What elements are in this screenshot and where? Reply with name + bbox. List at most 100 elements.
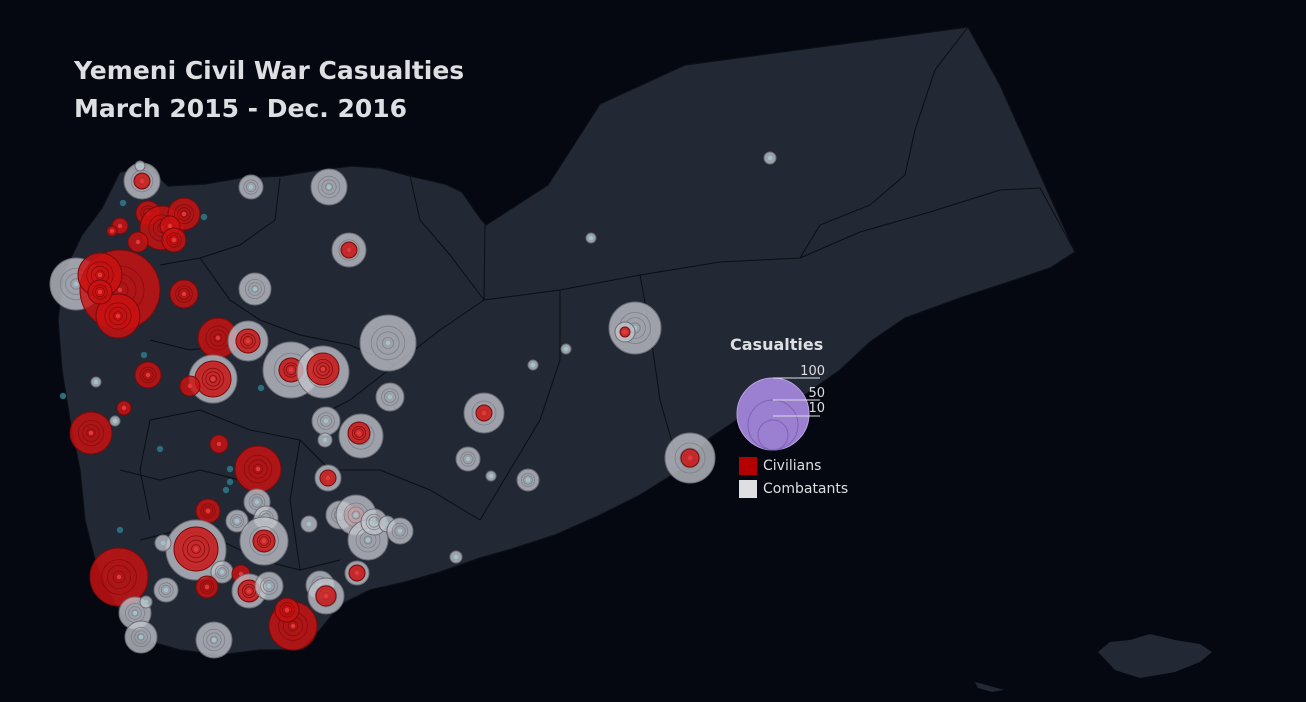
- bubble-ring: [175, 285, 193, 303]
- bubble-ring: [244, 278, 265, 299]
- bubble-center-dot: [288, 367, 294, 373]
- bubble-ring: [383, 390, 396, 403]
- bubble-ring: [158, 582, 174, 598]
- bubble-center-dot: [525, 477, 531, 483]
- bubble-ring: [199, 580, 214, 595]
- bubble-center-dot: [132, 610, 138, 616]
- bubble-center-dot: [306, 521, 312, 527]
- bubble-ring: [249, 526, 279, 556]
- location-dot: [200, 213, 208, 221]
- legend-label-combatants: Combatants: [763, 481, 849, 497]
- bubble-ring: [173, 203, 194, 224]
- bubble-center-dot: [73, 281, 79, 287]
- map-title: Yemeni Civil War Casualties March 2015 -…: [74, 52, 464, 128]
- location-dot: [59, 392, 67, 400]
- legend-item-civilians[interactable]: Civilians: [739, 457, 821, 475]
- bubble-center-dot: [205, 508, 211, 514]
- bubble-center-dot: [117, 223, 123, 229]
- bubble-ring: [259, 536, 269, 546]
- bubble-center-dot: [325, 475, 331, 481]
- location-dot: [156, 445, 164, 453]
- location-dot: [116, 526, 124, 534]
- bubble-center-dot: [181, 291, 187, 297]
- bubble-ring: [245, 181, 257, 193]
- bubble-ring: [319, 365, 327, 373]
- governorate-borders: [119, 26, 1076, 571]
- combatants-swatch: [739, 480, 757, 498]
- bubble-center-dot: [326, 184, 332, 190]
- bubble-center-dot: [93, 379, 99, 385]
- bubble-center-dot: [216, 441, 222, 447]
- bubble-ring: [214, 565, 229, 580]
- bubble-center-dot: [397, 528, 403, 534]
- bubble-ring: [317, 175, 341, 199]
- bubble-ring: [256, 534, 271, 549]
- bubble-ring: [285, 364, 297, 376]
- bubble-ring: [260, 577, 278, 595]
- legend-item-combatants[interactable]: Combatants: [739, 480, 848, 498]
- civilians-swatch: [739, 457, 757, 475]
- legend-title: Casualties: [730, 335, 824, 354]
- bubble-center-dot: [143, 599, 149, 605]
- bubble-center-dot: [371, 519, 377, 525]
- bubble-ring: [128, 606, 142, 620]
- bubble-ring: [370, 325, 406, 361]
- bubble-center-dot: [252, 286, 258, 292]
- bubble-center-dot: [323, 593, 329, 599]
- legend-size-label-50: 50: [808, 386, 825, 401]
- legend-size-label-100: 100: [800, 364, 825, 379]
- bubble-ring: [338, 239, 360, 261]
- legend-label-civilians: Civilians: [763, 458, 822, 474]
- bubble-center-dot: [290, 623, 296, 629]
- bubble-ring: [460, 451, 476, 467]
- bubble-ring: [108, 306, 128, 326]
- bubble-ring: [351, 510, 361, 520]
- bubble-center-dot: [163, 587, 169, 593]
- bubble-ring: [248, 282, 262, 296]
- bubble-ring: [95, 270, 105, 280]
- bubble-ring: [351, 425, 366, 440]
- bubble-ring: [104, 302, 132, 330]
- bubble-ring: [137, 633, 145, 641]
- bubble-ring: [287, 620, 299, 632]
- title-line-1: Yemeni Civil War Casualties: [74, 56, 465, 85]
- bubble-center-dot: [284, 607, 290, 613]
- bubble-ring: [251, 285, 259, 293]
- location-dot: [222, 486, 230, 494]
- legend-size-bubbles: 100 50 10: [736, 364, 825, 451]
- bubble-ring: [201, 367, 225, 391]
- bubble-center-dot: [109, 228, 115, 234]
- bubble-ring: [312, 358, 333, 379]
- bubble-center-dot: [88, 430, 94, 436]
- bubble-center-dot: [246, 588, 252, 594]
- bubble-center-dot: [530, 362, 536, 368]
- bubble-center-dot: [97, 272, 103, 278]
- bubble-ring: [131, 609, 139, 617]
- bubble-center-dot: [97, 289, 103, 295]
- bubble-ring: [363, 535, 373, 545]
- bubble-center-dot: [365, 537, 371, 543]
- location-dot: [226, 465, 234, 473]
- bubble-ring: [202, 628, 226, 652]
- bubble-center-dot: [245, 338, 251, 344]
- bubble-ring: [139, 366, 157, 384]
- bubble-ring: [319, 414, 332, 427]
- location-dot: [257, 384, 265, 392]
- bubble-ring: [130, 627, 151, 648]
- bubble-center-dot: [215, 335, 221, 341]
- bubble-ring: [324, 182, 333, 191]
- bubble-center-dot: [266, 583, 272, 589]
- bubble-ring: [279, 602, 295, 618]
- bubble-ring: [381, 388, 399, 406]
- casualty-bubbles: [49, 151, 777, 659]
- legend-bubble-10: [757, 419, 789, 451]
- bubble-center-dot: [116, 574, 122, 580]
- bubble-ring: [242, 335, 254, 347]
- bubble-ring: [160, 584, 172, 596]
- bubble-ring: [200, 503, 216, 519]
- bubble-ring: [243, 454, 273, 484]
- bubble-center-dot: [171, 237, 177, 243]
- location-dot: [226, 478, 234, 486]
- bubble-ring: [191, 544, 201, 554]
